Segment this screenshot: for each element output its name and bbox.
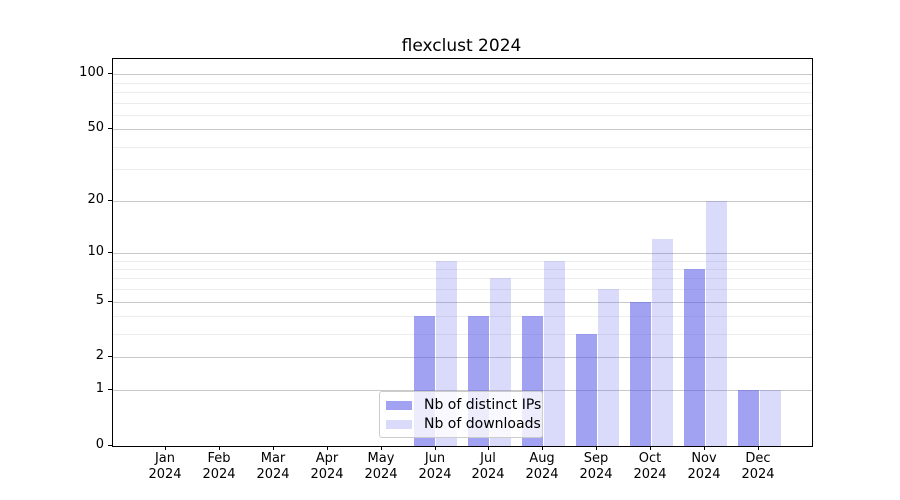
gridline-minor-30 [113, 169, 812, 170]
gridline-major-1 [113, 390, 812, 391]
legend-label-downloads: Nb of downloads [424, 416, 541, 432]
bar-distinct-ips-dec [738, 390, 759, 446]
gridline-major-50 [113, 129, 812, 130]
bar-downloads-sep [598, 289, 619, 446]
y-tick-1 [108, 389, 112, 390]
x-tick-label-mar: Mar 2024 [256, 451, 290, 482]
x-tick-label-jan: Jan 2024 [148, 451, 182, 482]
x-tick-label-aug: Aug 2024 [525, 451, 559, 482]
gridline-minor-70 [113, 103, 812, 104]
x-tick-label-sep: Sep 2024 [579, 451, 613, 482]
y-tick-100 [108, 73, 112, 74]
x-tick-oct [650, 446, 651, 450]
y-tick-20 [108, 200, 112, 201]
gridline-minor-6 [113, 289, 812, 290]
y-tick-label-5: 5 [95, 293, 104, 308]
x-tick-mar [273, 446, 274, 450]
gridline-minor-60 [113, 115, 812, 116]
gridline-minor-3 [113, 334, 812, 335]
legend-item-distinct-ips: Nb of distinct IPs [386, 396, 541, 414]
y-tick-50 [108, 128, 112, 129]
bar-downloads-dec [760, 390, 781, 446]
x-tick-may [381, 446, 382, 450]
x-tick-feb [219, 446, 220, 450]
bar-downloads-aug [544, 261, 565, 446]
gridline-minor-9 [113, 261, 812, 262]
y-tick-label-50: 50 [87, 120, 104, 135]
x-tick-label-apr: Apr 2024 [310, 451, 344, 482]
x-tick-jul [488, 446, 489, 450]
chart-title: flexclust 2024 [401, 36, 522, 56]
y-tick-label-10: 10 [87, 244, 104, 259]
y-tick-0 [108, 445, 112, 446]
bar-downloads-oct [652, 239, 673, 446]
x-tick-label-feb: Feb 2024 [202, 451, 236, 482]
x-tick-label-jun: Jun 2024 [418, 451, 452, 482]
x-tick-jun [435, 446, 436, 450]
x-tick-sep [596, 446, 597, 450]
legend-swatch-distinct-ips [386, 400, 412, 410]
gridline-minor-90 [113, 83, 812, 84]
gridline-minor-8 [113, 269, 812, 270]
bar-distinct-ips-oct [630, 302, 651, 446]
x-tick-label-dec: Dec 2024 [741, 451, 775, 482]
x-tick-label-nov: Nov 2024 [687, 451, 721, 482]
gridline-minor-40 [113, 147, 812, 148]
y-tick-label-20: 20 [87, 192, 104, 207]
x-tick-aug [542, 446, 543, 450]
gridline-major-100 [113, 74, 812, 75]
bar-distinct-ips-nov [684, 269, 705, 446]
gridline-minor-4 [113, 316, 812, 317]
gridline-major-5 [113, 302, 812, 303]
x-tick-jan [165, 446, 166, 450]
y-tick-label-0: 0 [95, 437, 104, 452]
gridline-major-20 [113, 201, 812, 202]
legend-item-downloads: Nb of downloads [386, 415, 541, 433]
x-tick-dec [758, 446, 759, 450]
y-tick-label-100: 100 [79, 65, 104, 80]
bar-downloads-nov [706, 201, 727, 446]
y-tick-label-2: 2 [95, 348, 104, 363]
y-tick-10 [108, 252, 112, 253]
gridline-minor-80 [113, 92, 812, 93]
bar-distinct-ips-sep [576, 334, 597, 446]
y-tick-5 [108, 301, 112, 302]
y-tick-label-1: 1 [95, 381, 104, 396]
legend-swatch-downloads [386, 419, 412, 429]
gridline-major-10 [113, 253, 812, 254]
y-tick-2 [108, 356, 112, 357]
legend-label-distinct-ips: Nb of distinct IPs [424, 397, 542, 413]
plot-area: Nb of distinct IPs Nb of downloads [112, 58, 813, 447]
gridline-major-2 [113, 357, 812, 358]
gridline-minor-7 [113, 278, 812, 279]
x-tick-label-oct: Oct 2024 [633, 451, 667, 482]
legend: Nb of distinct IPs Nb of downloads [379, 391, 543, 438]
x-tick-label-jul: Jul 2024 [471, 451, 505, 482]
x-tick-nov [704, 446, 705, 450]
x-tick-label-may: May 2024 [364, 451, 398, 482]
x-tick-apr [327, 446, 328, 450]
